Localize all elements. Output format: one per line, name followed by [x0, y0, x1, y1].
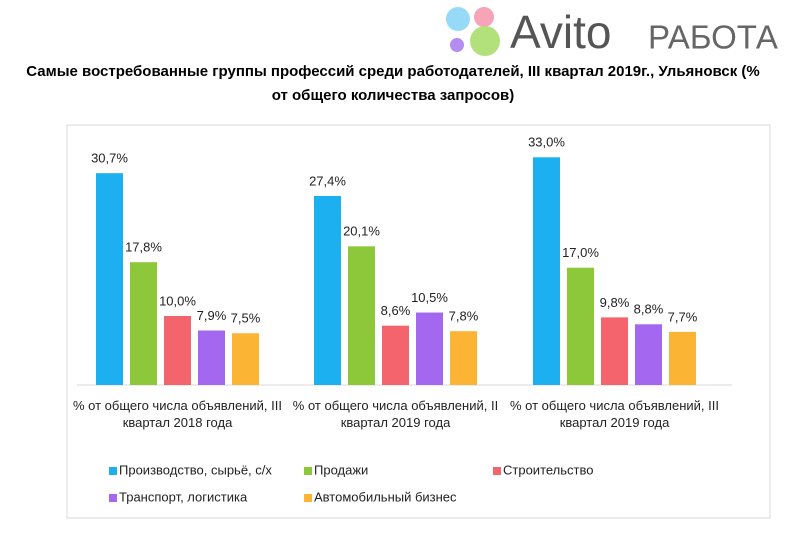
value-label: 8,6%	[381, 303, 411, 318]
value-label: 10,5%	[411, 290, 448, 305]
bar	[635, 324, 662, 385]
logo-dot	[450, 38, 464, 52]
legend-swatch	[109, 467, 117, 475]
legend-label: Производство, сырьё, с/х	[119, 462, 272, 477]
title-box: Самые востребованные группы профессий ср…	[26, 63, 760, 104]
logo-dot	[470, 26, 500, 56]
bar	[450, 331, 477, 385]
value-label: 9,8%	[600, 295, 630, 310]
legend-label: Транспорт, логистика	[119, 489, 248, 504]
legend-swatch	[304, 467, 312, 475]
bar	[232, 333, 259, 385]
value-label: 30,7%	[91, 151, 128, 166]
value-label: 10,0%	[159, 293, 196, 308]
value-label: 17,8%	[125, 240, 162, 255]
bar	[314, 195, 341, 385]
legend-swatch	[109, 494, 117, 502]
logo-product: РАБОТА	[648, 19, 778, 56]
value-label: 27,4%	[309, 173, 346, 188]
bar	[96, 173, 123, 385]
bar	[416, 312, 443, 385]
x-tick-label: % от общего числа объявлений, III кварта…	[73, 398, 282, 430]
legend-label: Продажи	[314, 462, 368, 477]
logo-dot	[446, 7, 470, 31]
value-label: 7,9%	[197, 308, 227, 323]
value-label: 8,8%	[634, 302, 664, 317]
value-label: 7,8%	[449, 309, 479, 324]
value-label: 33,0%	[528, 135, 565, 150]
logo-dot	[474, 7, 494, 27]
legend-swatch	[304, 494, 312, 502]
legend-label: Строительство	[503, 462, 593, 477]
bar	[533, 157, 560, 385]
legend-swatch	[493, 467, 501, 475]
legend-label: Автомобильный бизнес	[314, 489, 457, 504]
value-label: 20,1%	[343, 224, 380, 239]
plot-frame	[66, 124, 771, 519]
value-label: 7,7%	[668, 309, 698, 324]
bar	[164, 316, 191, 385]
value-label: 17,0%	[562, 245, 599, 260]
x-tick-label: % от общего числа объявлений, II квартал…	[292, 398, 499, 430]
bar	[601, 317, 628, 385]
value-label: 7,5%	[231, 311, 261, 326]
bar	[382, 325, 409, 385]
chart-title: Самые востребованные группы профессий ср…	[26, 63, 760, 104]
bar	[669, 331, 696, 385]
logo-brand: Avito	[510, 6, 611, 58]
bar	[567, 267, 594, 385]
bar	[130, 262, 157, 385]
x-tick-label: % от общего числа объявлений, III кварта…	[510, 398, 719, 430]
bar	[348, 246, 375, 385]
bar	[198, 330, 225, 385]
